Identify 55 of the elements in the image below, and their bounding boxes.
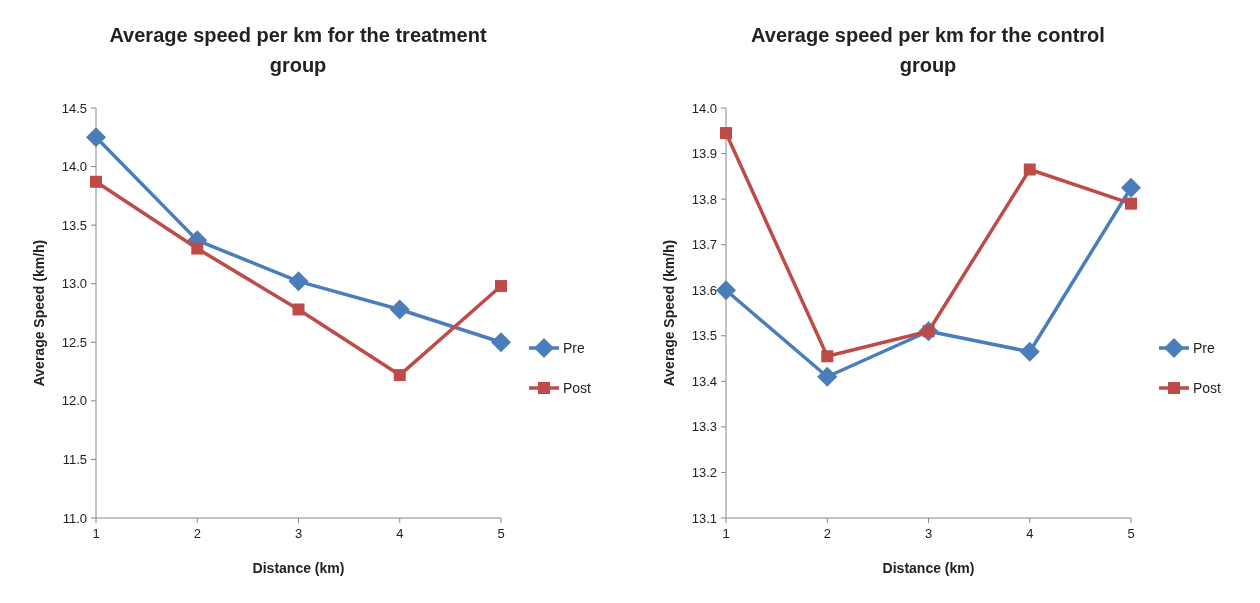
- x-tick-label: 1: [722, 526, 730, 541]
- y-tick-label: 13.3: [691, 419, 717, 435]
- point: [491, 332, 511, 353]
- point: [720, 127, 732, 140]
- point: [1125, 197, 1137, 210]
- x-axis-title: Distance (km): [252, 560, 345, 576]
- x-tick-label: 5: [1127, 526, 1135, 541]
- point: [292, 303, 305, 316]
- x-tick-label: 1: [92, 526, 100, 541]
- x-tick-label: 5: [497, 526, 505, 541]
- y-axis-title: Average Speed (km/h): [661, 239, 677, 387]
- point: [288, 271, 309, 292]
- x-tick-label: 4: [1026, 526, 1034, 541]
- x-axis-title: Distance (km): [882, 560, 975, 576]
- x-tick-label: 4: [396, 526, 404, 541]
- y-tick-label: 14.0: [61, 159, 87, 175]
- legend-label: Post: [563, 379, 592, 396]
- y-tick-label: 13.5: [61, 217, 87, 233]
- y-axis-title: Average Speed (km/h): [31, 239, 47, 387]
- point: [716, 280, 736, 301]
- y-tick-label: 13.4: [691, 373, 717, 389]
- point: [1019, 341, 1040, 362]
- chart-title: Average speed per km for the treatment group: [109, 24, 487, 76]
- legend-label: Pre: [563, 339, 585, 356]
- y-tick-label: 13.1: [691, 510, 717, 526]
- y-tick-label: 13.8: [691, 191, 717, 207]
- x-tick-label: 2: [823, 526, 831, 541]
- y-tick-label: 12.0: [61, 393, 87, 409]
- point: [1023, 163, 1036, 176]
- point: [495, 280, 507, 293]
- legend-label: Post: [1193, 379, 1222, 396]
- y-tick-label: 14.5: [61, 100, 87, 116]
- y-tick-label: 13.6: [691, 282, 717, 298]
- y-tick-label: 12.5: [61, 334, 87, 350]
- y-tick-label: 11.0: [62, 510, 87, 526]
- y-tick-label: 14.0: [691, 100, 717, 116]
- legend-label: Pre: [1193, 339, 1215, 356]
- y-tick-label: 13.9: [691, 146, 717, 162]
- x-tick-label: 3: [924, 526, 933, 541]
- y-tick-label: 13.5: [691, 328, 717, 344]
- x-tick-label: 2: [193, 526, 201, 541]
- point: [393, 369, 406, 382]
- point: [389, 299, 410, 320]
- point: [86, 127, 106, 148]
- x-tick-label: 3: [294, 526, 303, 541]
- y-tick-label: 13.7: [691, 237, 717, 253]
- point: [817, 366, 838, 387]
- y-tick-label: 11.5: [62, 451, 87, 467]
- point: [90, 175, 102, 188]
- point: [191, 242, 204, 255]
- point: [1121, 177, 1141, 198]
- chart-title: Average speed per km for the control group: [751, 24, 1105, 76]
- y-tick-label: 13.2: [691, 464, 717, 480]
- y-tick-label: 13.0: [61, 276, 87, 292]
- point: [821, 350, 834, 363]
